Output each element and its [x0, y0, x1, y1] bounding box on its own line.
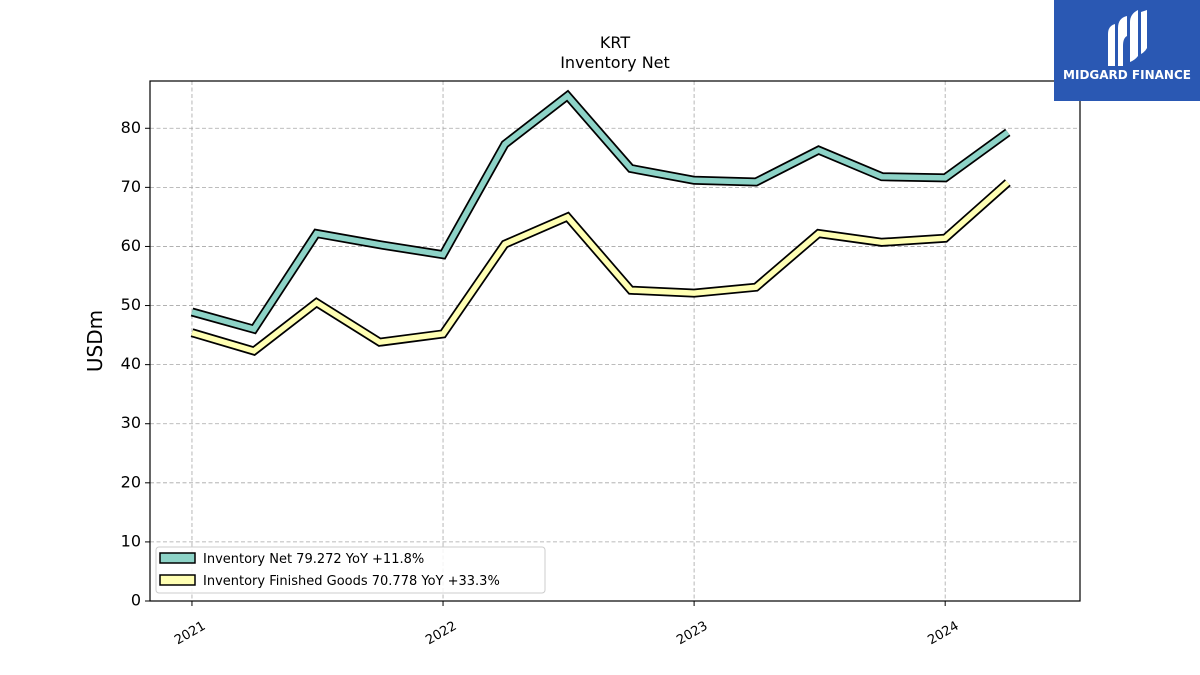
legend-swatch-inventory-net	[159, 552, 196, 564]
series-line-inventory-finished-goods	[191, 180, 1010, 355]
legend-swatch-inventory-finished-goods	[159, 574, 196, 586]
y-tick-label: 40	[121, 354, 141, 373]
y-tick-label: 0	[131, 591, 141, 610]
legend: Inventory Net 79.272 YoY +11.8% Inventor…	[155, 546, 546, 594]
y-tick-label: 30	[121, 413, 141, 432]
series-outline-inventory-finished-goods	[190, 179, 1011, 356]
legend-box	[155, 546, 546, 594]
plot-frame	[149, 80, 1081, 602]
y-tick-label: 50	[121, 295, 141, 314]
x-tick-label: 2023	[674, 619, 710, 649]
y-tick-label: 10	[121, 531, 141, 550]
y-tick-label: 80	[121, 118, 141, 137]
y-axis-label: USDm	[83, 310, 107, 372]
x-tick-label: 2022	[423, 619, 459, 649]
chart-title: KRT	[600, 33, 630, 52]
y-tick-label: 20	[121, 472, 141, 491]
legend-label-inventory-finished-goods: Inventory Finished Goods 70.778 YoY +33.…	[203, 574, 500, 589]
series-line-inventory-net	[191, 92, 1010, 333]
x-tick-label: 2021	[172, 619, 208, 649]
y-tick-label: 60	[121, 236, 141, 255]
legend-label-inventory-net: Inventory Net 79.272 YoY +11.8%	[203, 552, 424, 567]
series-layer	[190, 89, 1011, 356]
chart-subtitle: Inventory Net	[560, 53, 670, 72]
x-axis-ticks: 2021 2022 2023 2024	[172, 601, 962, 649]
logo-text: MIDGARD FINANCE	[1063, 68, 1191, 82]
grid	[150, 81, 1080, 601]
logo-mark-icon	[1108, 10, 1147, 66]
x-tick-label: 2024	[925, 619, 961, 649]
y-axis-ticks: 0 10 20 30 40 50 60 70 80	[121, 118, 150, 610]
midgard-finance-logo: MIDGARD FINANCE	[1054, 0, 1200, 101]
y-tick-label: 70	[121, 177, 141, 196]
